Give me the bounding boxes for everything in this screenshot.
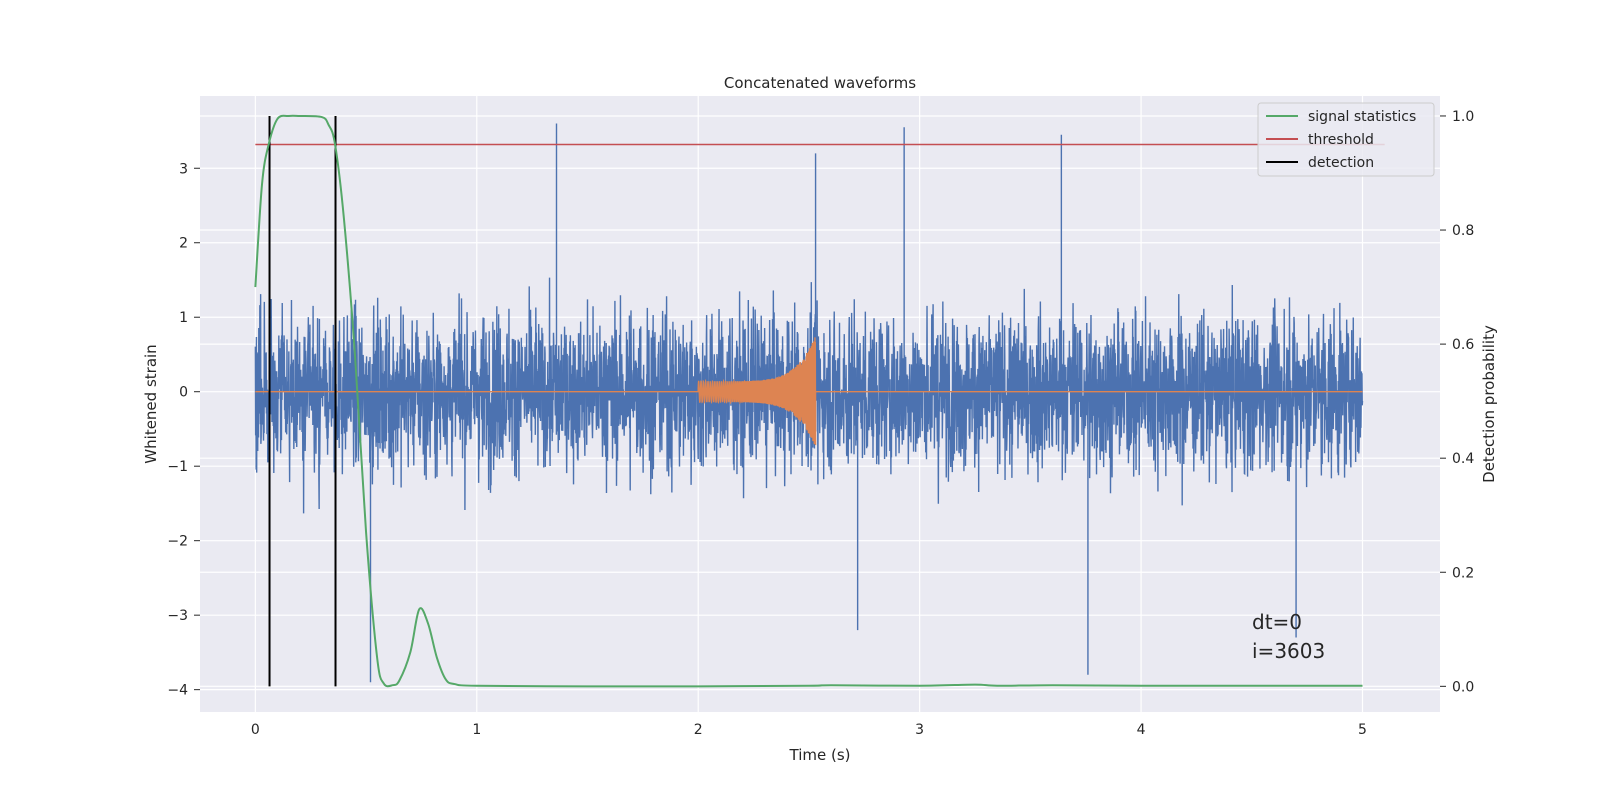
legend-label-threshold: threshold bbox=[1308, 132, 1374, 148]
template-series-line bbox=[255, 337, 1363, 446]
y-tick-label: −4 bbox=[167, 683, 188, 699]
y-right-tick-label: 0.8 bbox=[1452, 223, 1474, 239]
x-tick-label: 5 bbox=[1358, 722, 1367, 738]
strain-series-line bbox=[254, 123, 1364, 683]
y-tick-label: 3 bbox=[179, 161, 188, 177]
signal-statistics-series-line bbox=[254, 114, 1363, 688]
x-tick-label: 2 bbox=[694, 722, 703, 738]
y-right-tick-label: 0.4 bbox=[1452, 451, 1474, 467]
x-axis: 0 1 2 3 4 5 bbox=[251, 722, 1367, 738]
y-tick-label: −2 bbox=[167, 534, 188, 550]
x-tick-label: 0 bbox=[251, 722, 260, 738]
y-right-tick-label: 0.2 bbox=[1452, 565, 1474, 581]
y-right-tick-label: 1.0 bbox=[1452, 109, 1474, 125]
x-axis-title: Time (s) bbox=[789, 746, 851, 764]
x-tick-label: 4 bbox=[1137, 722, 1146, 738]
x-tick-label: 1 bbox=[472, 722, 481, 738]
y-axis-right-title: Detection probability bbox=[1480, 325, 1498, 483]
y-axis-right: 0.0 0.2 0.4 0.6 0.8 1.0 bbox=[1440, 109, 1474, 695]
legend-label-detection: detection bbox=[1308, 155, 1374, 171]
legend: signal statistics threshold detection bbox=[1257, 102, 1435, 177]
y-tick-label: 1 bbox=[179, 310, 188, 326]
y-axis-left: −4 −3 −2 −1 0 1 2 3 bbox=[167, 161, 200, 699]
y-right-tick-label: 0.6 bbox=[1452, 337, 1474, 353]
y-tick-label: −3 bbox=[167, 608, 188, 624]
annotation-dt: dt=0 bbox=[1252, 610, 1302, 634]
y-tick-label: 0 bbox=[179, 385, 188, 401]
detection-lines bbox=[268, 115, 337, 687]
x-tick-label: 3 bbox=[915, 722, 924, 738]
y-axis-title: Whitened strain bbox=[142, 344, 160, 463]
y-right-tick-label: 0.0 bbox=[1452, 679, 1474, 695]
annotation-i: i=3603 bbox=[1252, 639, 1325, 663]
y-tick-label: −1 bbox=[167, 459, 188, 475]
legend-box bbox=[1257, 102, 1435, 177]
annotation: dt=0 i=3603 bbox=[1252, 610, 1325, 663]
y-tick-label: 2 bbox=[179, 236, 188, 252]
legend-label-signal-statistics: signal statistics bbox=[1308, 109, 1416, 125]
chart-title: Concatenated waveforms bbox=[724, 74, 916, 92]
